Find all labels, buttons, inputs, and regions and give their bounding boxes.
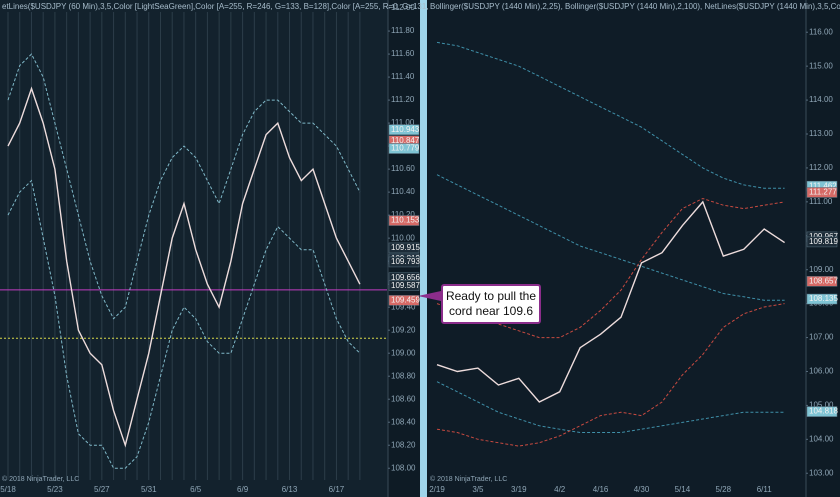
price-tag-label: 110.943 [391, 125, 420, 134]
x-tick-label: 4/30 [634, 485, 650, 494]
y-tick-label: 110.20 [391, 210, 415, 219]
y-tick-label: 103.00 [809, 468, 834, 477]
x-tick-label: 5/31 [141, 485, 157, 494]
y-tick-label: 111.00 [809, 197, 833, 206]
price-tag [806, 236, 838, 248]
x-tick-label: 6/11 [757, 485, 773, 494]
price-tag [806, 276, 838, 287]
y-tick-label: 108.60 [391, 394, 416, 403]
y-tick-label: 106.00 [809, 367, 834, 376]
price-tag-label: 109.656 [391, 273, 420, 282]
x-tick-label: 5/18 [0, 485, 16, 494]
callout-pointer [418, 291, 441, 301]
price-tag-label: 110.153 [391, 216, 420, 225]
y-tick-label: 113.00 [809, 129, 833, 138]
price-tag-label: 111.462 [809, 181, 837, 190]
divider [420, 0, 427, 497]
x-tick-label: 5/27 [94, 485, 110, 494]
y-tick-label: 107.00 [809, 333, 834, 342]
price-tag [388, 242, 420, 254]
series-line [7, 179, 361, 469]
price-tag-label: 109.967 [809, 232, 838, 241]
chart-title: etLines($USDJPY (60 Min),3,5,Color [Ligh… [2, 2, 429, 11]
price-tag-label: 104.818 [809, 407, 838, 416]
y-tick-label: 104.00 [809, 434, 834, 443]
y-tick-label: 111.80 [391, 26, 415, 35]
price-tag [388, 295, 420, 306]
price-tag-label: 109.819 [809, 237, 838, 246]
price-tag-label: 110.779 [391, 144, 420, 153]
price-tag-label: 108.657 [809, 276, 838, 285]
right-panel [428, 0, 806, 497]
price-tag-label: 109.459 [391, 295, 420, 304]
y-tick-label: 116.00 [809, 27, 833, 36]
y-tick-label: 109.20 [391, 325, 416, 334]
price-tag [388, 143, 420, 154]
y-tick-label: 109.00 [391, 348, 416, 357]
y-tick-label: 108.40 [391, 417, 416, 426]
y-tick-label: 115.00 [809, 61, 833, 70]
left-panel [0, 0, 388, 497]
series-line [436, 381, 785, 433]
x-tick-label: 5/14 [675, 485, 691, 494]
callout: Ready to pull the cord near 109.6 [441, 284, 541, 324]
x-tick-label: 6/9 [237, 485, 249, 494]
x-tick-label: 6/13 [282, 485, 298, 494]
y-tick-label: 109.00 [809, 265, 834, 274]
series-line [436, 200, 785, 403]
series-line [7, 86, 361, 448]
y-tick-label: 108.20 [391, 440, 416, 449]
price-tag-label: 110.847 [391, 136, 420, 145]
series-line [436, 303, 785, 447]
price-tag [388, 215, 420, 226]
x-tick-label: 3/5 [472, 485, 484, 494]
y-tick-label: 112.00 [391, 3, 415, 12]
price-tag [806, 293, 838, 305]
price-tag-label: 109.793 [391, 257, 420, 266]
y-tick-label: 112.00 [809, 163, 833, 172]
x-tick-label: 4/2 [554, 485, 566, 494]
price-tag-label: 111.277 [809, 188, 837, 197]
y-tick-label: 111.20 [391, 95, 415, 104]
y-tick-label: 111.60 [391, 49, 415, 58]
y-tick-label: 108.00 [391, 463, 416, 472]
price-tag [806, 187, 838, 198]
y-tick-label: 110.40 [391, 187, 415, 196]
y-tick-label: 110.00 [391, 233, 415, 242]
y-tick-label: 114.00 [809, 95, 833, 104]
y-tick-label: 109.40 [391, 302, 416, 311]
y-tick-label: 105.00 [809, 401, 834, 410]
series-line [436, 41, 785, 189]
price-tag-label: 109.915 [391, 243, 420, 252]
y-tick-label: 108.80 [391, 371, 416, 380]
y-tick-label: 111.00 [391, 118, 415, 127]
y-tick-label: 111.40 [391, 72, 415, 81]
price-tag [388, 124, 420, 135]
x-tick-label: 2/19 [429, 485, 445, 494]
price-tag [388, 256, 420, 268]
copyright: © 2018 NinjaTrader, LLC [2, 475, 79, 483]
chart-title: Bollinger($USDJPY (1440 Min),2,25), Boll… [430, 2, 840, 11]
x-tick-label: 6/17 [329, 485, 345, 494]
y-tick-label: 110.60 [391, 164, 415, 173]
price-tag-label: 109.587 [391, 281, 420, 290]
series-line [7, 53, 361, 320]
x-tick-label: 5/28 [716, 485, 732, 494]
price-tag-label: 108.135 [809, 294, 838, 303]
series-line [436, 174, 785, 301]
x-tick-label: 5/23 [47, 485, 63, 494]
x-tick-label: 4/16 [593, 485, 609, 494]
x-tick-label: 3/19 [511, 485, 527, 494]
copyright: © 2018 NinjaTrader, LLC [430, 475, 507, 483]
price-tag [806, 406, 838, 417]
x-tick-label: 6/5 [190, 485, 202, 494]
price-tag [388, 280, 420, 291]
